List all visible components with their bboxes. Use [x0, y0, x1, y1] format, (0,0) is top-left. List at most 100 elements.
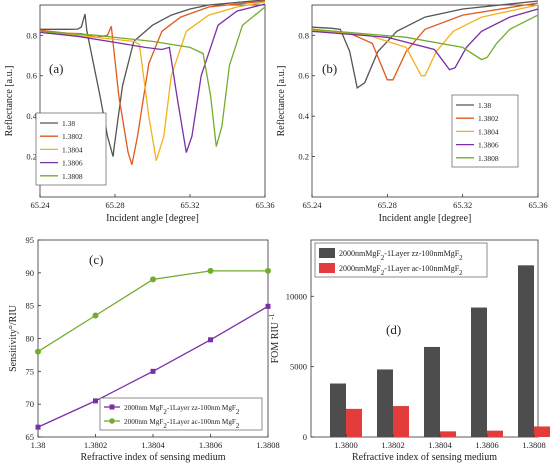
x-axis-label: Incident angle [degree] [379, 213, 472, 224]
y-axis-label: Reflectance [a.u.] [276, 66, 287, 137]
legend-text-part: -1Layer zz-100nmMgF [384, 249, 459, 258]
x-tick-label: 65.28 [105, 200, 124, 210]
series-line [37, 270, 268, 353]
y-tick-label: 0 [303, 432, 307, 442]
y-tick-label: 85 [26, 301, 35, 311]
plot-frame [39, 4, 266, 198]
legend-label: 1.3804 [62, 145, 83, 154]
legend-box [99, 397, 263, 431]
y-axis-label: Sensitivity°/RIU [8, 304, 19, 372]
x-axis-label: Incident angle [degree] [106, 213, 199, 224]
x-tick-label: 1.3804 [428, 440, 452, 450]
legend-label: 1.3802 [478, 114, 499, 123]
data-marker-square [208, 337, 213, 343]
bar [346, 408, 362, 437]
bar [471, 307, 487, 437]
bar [424, 346, 440, 437]
x-axis-label: Refractive index of sensing medium [81, 452, 226, 463]
y-tick-label: 5000 [290, 362, 307, 372]
y-tick-label: 0.2 [26, 152, 37, 162]
y-axis-label: FOM RIU -1 [268, 313, 281, 363]
plot-frame [311, 4, 539, 198]
panel-b: 65.24 65.28 65.32 65.36 0.2 0.4 0.6 0.8 Incident… [276, 0, 548, 224]
y-tick-label: 70 [26, 399, 35, 409]
legend-box [314, 242, 488, 278]
panel-label: (b) [322, 61, 337, 76]
x-tick-label: 1.3806 [199, 440, 222, 450]
data-marker-circle [150, 276, 156, 283]
legend: 1.38 1.3802 1.3804 1.3806 1.3808 [451, 94, 519, 168]
legend-label: 2000nmMgF2-1Layer zz-100nmMgF2 [339, 249, 463, 262]
bar [518, 265, 534, 437]
x-axis-label: Refractive index of sensing medium [352, 452, 497, 463]
x-tick-label: 65.32 [180, 200, 199, 210]
data-marker-circle [265, 267, 271, 274]
x-tick-label: 1.38 [31, 440, 46, 450]
legend-label: 1.38 [62, 119, 75, 128]
legend-subscript: 2 [459, 254, 463, 262]
legend-text-part: -1Layer ac-100nmMgF [384, 264, 459, 273]
data-marker-circle [35, 348, 41, 355]
y-axis-label-superscript: -1 [268, 313, 276, 319]
y-tick-label: 0.6 [26, 71, 37, 81]
y-tick-label: 10000 [286, 291, 307, 301]
y-axis-label: Reflectance [a.u.] [4, 66, 15, 137]
y-tick-label: 0.8 [26, 30, 37, 40]
y-tick-label: 0.2 [298, 152, 309, 162]
y-tick-label: 95 [26, 235, 35, 245]
legend-subscript: 2 [381, 254, 385, 262]
legend-subscript: 2 [163, 408, 167, 416]
x-tick-label: 1.3808 [522, 440, 545, 450]
legend-text-part: 2000nmMgF [339, 264, 381, 273]
legend-label: 1.3806 [62, 159, 83, 168]
legend-subscript: 2 [163, 422, 167, 430]
panel-label: (a) [49, 61, 63, 76]
panel-d: 1.3800 1.3802 1.3804 1.3806 1.3808 0 5000 10000… [268, 239, 550, 463]
series-line-1.3802 [311, 2, 539, 81]
x-tick-label: 65.28 [378, 200, 397, 210]
legend-text-part: 2000nmMgF [339, 249, 381, 258]
legend-text-part: -1Layer ac-100nm MgF [167, 418, 236, 426]
legend-label: 1.3808 [62, 172, 83, 181]
legend-swatch [319, 248, 335, 258]
bar [377, 369, 393, 437]
data-marker-circle [207, 267, 214, 274]
data-marker-square [265, 303, 271, 309]
legend-marker [109, 418, 115, 424]
legend-subscript: 2 [459, 269, 463, 277]
legend-text-part: 2000nm MgF [124, 418, 163, 426]
y-tick-label: 65 [26, 432, 35, 442]
legend-subscript: 2 [236, 422, 240, 430]
bar [534, 426, 550, 437]
legend-label: 2000nm MgF2-1Layer ac-100nm MgF2 [124, 418, 240, 430]
bar [440, 431, 456, 437]
y-tick-label: 0.8 [298, 30, 309, 40]
data-marker-square [35, 424, 41, 430]
legend-subscript: 2 [381, 269, 385, 277]
series-line-1.3808 [39, 6, 266, 147]
data-marker-square [93, 398, 98, 404]
y-tick-label: 0.4 [26, 111, 37, 121]
legend-label: 1.3806 [478, 141, 499, 150]
series-line-1.38 [40, 0, 266, 157]
y-tick-label: 80 [26, 334, 35, 344]
legend-label: 1.38 [478, 101, 491, 110]
legend-text-part: -1Layer zz-100nm MgF [167, 404, 236, 412]
legend-label: 2000nmMgF2-1Layer ac-100nmMgF2 [339, 264, 463, 277]
x-tick-label: 1.3808 [256, 440, 279, 450]
x-tick-label: 65.24 [302, 200, 322, 210]
x-tick-label: 1.3800 [334, 440, 357, 450]
legend-subscript: 2 [236, 408, 240, 416]
y-tick-label: 0.6 [298, 71, 309, 81]
legend-label: 1.3802 [62, 132, 83, 141]
y-axis-label-main: FOM RIU [270, 319, 281, 363]
legend-text-part: 2000nm MgF [124, 404, 163, 412]
x-tick-label: 1.3802 [84, 440, 107, 450]
y-tick-label: 0.4 [298, 111, 309, 121]
x-tick-label: 65.32 [453, 200, 472, 210]
series-line-1.38 [311, 0, 539, 89]
y-tick-label: 90 [26, 268, 35, 278]
legend-label: 1.3804 [478, 127, 499, 136]
